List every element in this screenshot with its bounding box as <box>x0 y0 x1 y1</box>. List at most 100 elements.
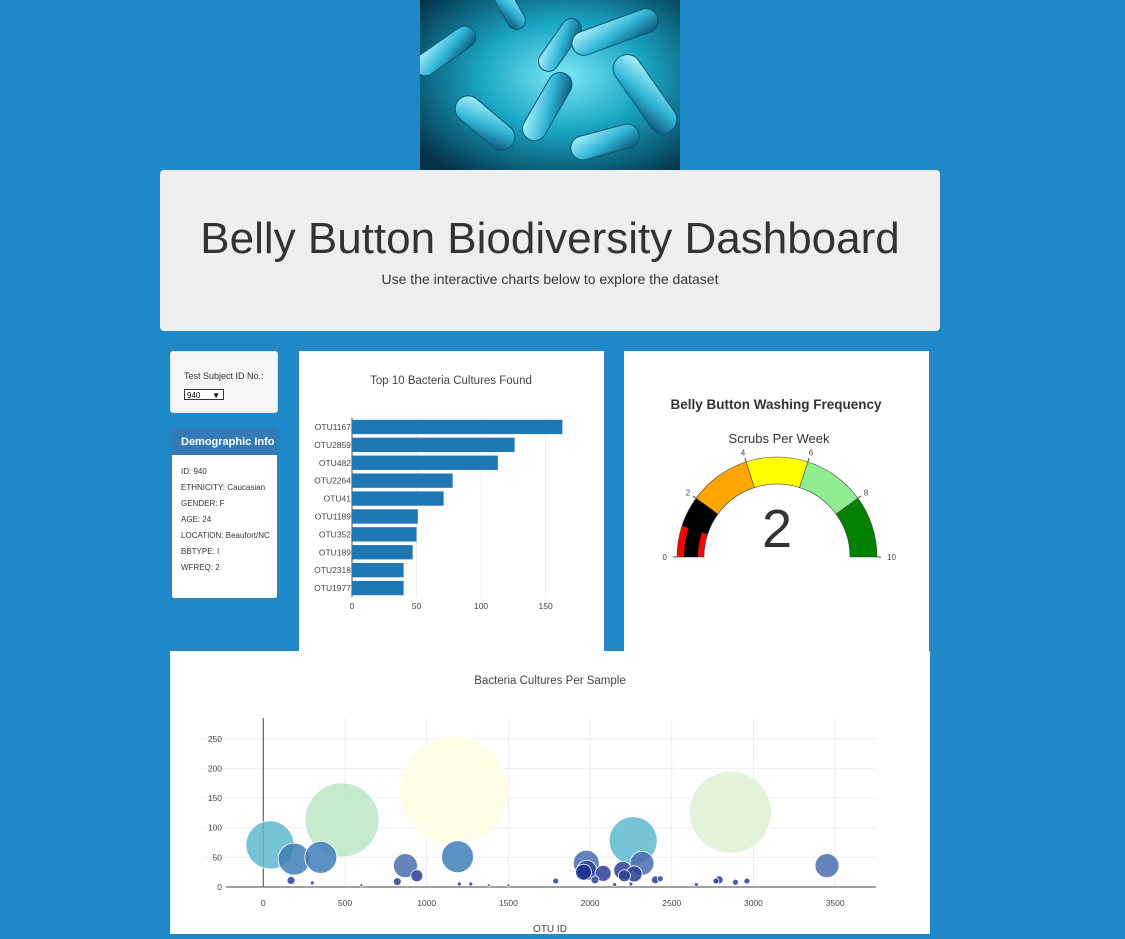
bar-y-tick-label: OTU1977 <box>314 583 351 593</box>
bubble-point[interactable] <box>487 884 490 887</box>
bar-y-tick-label: OTU2859 <box>314 440 351 450</box>
bar-OTU1977[interactable] <box>352 581 404 595</box>
bubble-chart[interactable]: Bacteria Cultures Per Sample 0 500 1000 150… <box>170 651 930 934</box>
bubble-point[interactable] <box>553 878 559 884</box>
gauge-tick <box>693 496 696 498</box>
gauge-tick-label: 4 <box>741 448 746 457</box>
demographic-panel: Demographic Info ID: 940 ETHNICITY: Cauc… <box>171 428 278 599</box>
bar-y-tick-label: OTU1189 <box>315 511 351 521</box>
bubble-y-tick-label: 50 <box>213 852 223 862</box>
bubble-point[interactable] <box>360 884 363 887</box>
bubble-point[interactable] <box>732 879 738 885</box>
demo-ethnicity: ETHNICITY: Caucasian <box>181 483 273 492</box>
bubble-point[interactable] <box>629 882 633 886</box>
bubble-chart-title: Bacteria Cultures Per Sample <box>474 675 625 687</box>
bubble-x-axis-label: OTU ID <box>533 924 567 934</box>
bubble-x-tick-label: 2500 <box>662 898 681 908</box>
bar-x-tick-label: 100 <box>474 601 488 611</box>
bar-y-tick-label: OTU2318 <box>314 565 351 575</box>
bubble-point[interactable] <box>613 883 617 887</box>
bubble-x-tick-label: 1500 <box>499 898 518 908</box>
bubble-chart-card: Bacteria Cultures Per Sample 0 500 1000 150… <box>170 651 930 934</box>
bar-OTU41[interactable] <box>352 491 444 505</box>
subject-id-dropdown[interactable]: 940 ▼ <box>184 389 224 400</box>
bubble-point[interactable] <box>694 883 698 887</box>
bubble-y-tick-label: 250 <box>208 734 222 744</box>
demo-age: AGE: 24 <box>181 515 273 524</box>
gauge-tick-label: 0 <box>663 553 668 562</box>
bar-y-tick-label: OTU2264 <box>314 476 351 486</box>
bar-OTU1167[interactable] <box>352 420 562 434</box>
bubble-point[interactable] <box>442 841 474 873</box>
bubble-point[interactable] <box>657 876 663 882</box>
gauge-tick <box>808 458 809 462</box>
demo-id: ID: 940 <box>181 467 273 476</box>
bar-OTU189[interactable] <box>352 545 413 559</box>
bubble-x-tick-label: 2000 <box>581 898 600 908</box>
bubble-point[interactable] <box>400 736 508 844</box>
demo-gender: GENDER: F <box>181 499 273 508</box>
bar-OTU1189[interactable] <box>352 509 418 523</box>
bar-chart[interactable]: Top 10 Bacteria Cultures Found OTU1167 OT… <box>299 351 604 651</box>
demo-location: LOCATION: Beaufort/NC <box>181 531 273 540</box>
bar-OTU2264[interactable] <box>352 473 453 487</box>
gauge-tick-label: 10 <box>887 553 896 562</box>
bubble-point[interactable] <box>815 854 839 878</box>
gauge-step-3 <box>746 457 808 488</box>
bubble-x-tick-label: 3000 <box>744 898 763 908</box>
gauge-tick <box>745 458 746 462</box>
bar-OTU2318[interactable] <box>352 563 404 577</box>
bubble-x-tick-label: 0 <box>261 898 266 908</box>
bubble-y-tick-label: 200 <box>208 763 222 773</box>
bubble-point[interactable] <box>305 841 337 873</box>
gauge-tick <box>858 496 861 498</box>
bubble-point[interactable] <box>469 882 473 886</box>
bubble-y-tick-label: 100 <box>208 823 222 833</box>
bubble-point[interactable] <box>744 878 750 884</box>
bubble-point[interactable] <box>287 876 295 884</box>
bubble-y-tick-label: 0 <box>217 882 222 892</box>
bar-chart-card: Top 10 Bacteria Cultures Found OTU1167 OT… <box>299 351 604 651</box>
demo-bbtype: BBTYPE: I <box>181 547 273 556</box>
page-subtitle: Use the interactive charts below to expl… <box>160 271 940 287</box>
bar-y-tick-label: OTU1167 <box>315 422 351 432</box>
gauge-value: 2 <box>762 499 792 559</box>
gauge-subtitle: Scrubs Per Week <box>729 431 830 446</box>
page-title: Belly Button Biodiversity Dashboard <box>160 214 940 264</box>
bar-y-tick-label: OTU189 <box>319 547 351 557</box>
bar-chart-title: Top 10 Bacteria Cultures Found <box>370 375 532 387</box>
gauge-tick-label: 8 <box>864 488 869 497</box>
subject-selector-label: Test Subject ID No.: <box>184 371 264 381</box>
bubble-point[interactable] <box>576 864 592 880</box>
demo-wfreq: WFREQ: 2 <box>181 563 273 572</box>
gauge-tick-label: 2 <box>686 488 691 497</box>
bubble-point[interactable] <box>393 878 401 886</box>
chevron-down-icon: ▼ <box>212 390 220 401</box>
bubble-x-tick-label: 500 <box>338 898 352 908</box>
subject-selector-well: Test Subject ID No.: 940 ▼ <box>170 351 278 413</box>
bubble-point[interactable] <box>507 884 510 887</box>
bar-x-tick-label: 150 <box>539 601 553 611</box>
bar-x-tick-label: 0 <box>350 601 355 611</box>
bacteria-hero-image <box>420 0 680 170</box>
bar-OTU482[interactable] <box>352 456 498 470</box>
bubble-point[interactable] <box>689 771 771 853</box>
bubble-point[interactable] <box>618 870 630 882</box>
bubble-point[interactable] <box>591 876 599 884</box>
bar-OTU2859[interactable] <box>352 438 515 452</box>
gauge-title: Belly Button Washing Frequency <box>670 397 882 412</box>
bubble-point[interactable] <box>411 870 423 882</box>
bar-y-tick-label: OTU352 <box>319 529 351 539</box>
bar-x-tick-label: 50 <box>412 601 422 611</box>
subject-id-selected: 940 <box>187 391 200 400</box>
demographic-panel-heading: Demographic Info <box>172 429 277 455</box>
gauge-tick-label: 6 <box>809 448 814 457</box>
bubble-point[interactable] <box>457 882 461 886</box>
bubble-point[interactable] <box>713 878 719 884</box>
demographic-panel-body: ID: 940 ETHNICITY: Caucasian GENDER: F A… <box>172 455 277 572</box>
gauge-chart[interactable]: Belly Button Washing Frequency Scrubs Pe… <box>624 351 929 651</box>
bar-y-tick-label: OTU41 <box>324 494 352 504</box>
bubble-x-tick-label: 1000 <box>417 898 436 908</box>
bar-OTU352[interactable] <box>352 527 417 541</box>
bubble-point[interactable] <box>310 881 314 885</box>
